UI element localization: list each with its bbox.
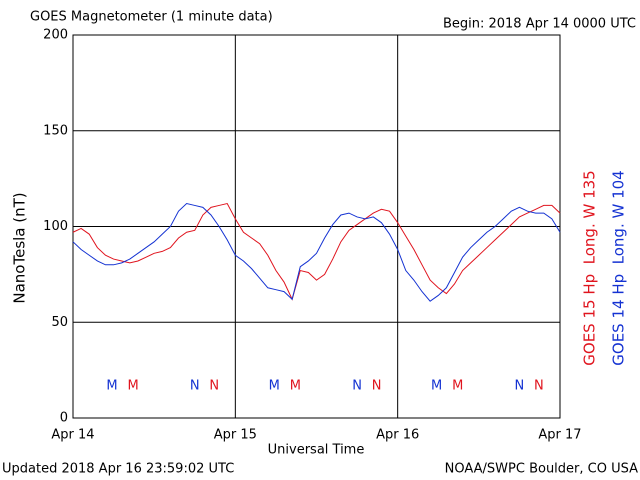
annotation: M bbox=[452, 379, 463, 394]
chart-subtitle: Begin: 2018 Apr 14 0000 UTC bbox=[443, 17, 636, 32]
x-tick-label: Apr 16 bbox=[376, 428, 419, 443]
footer-right: NOAA/SWPC Boulder, CO USA bbox=[445, 462, 638, 477]
annotation: M bbox=[290, 379, 301, 394]
data-line bbox=[72, 202, 561, 302]
annotation: N bbox=[534, 379, 544, 394]
y-axis-label: NanoTesla (nT) bbox=[11, 192, 29, 303]
y-tick-label: 0 bbox=[60, 411, 68, 426]
chart-title: GOES Magnetometer (1 minute data) bbox=[30, 10, 273, 25]
annotation: M bbox=[127, 379, 138, 394]
x-tick-label: Apr 14 bbox=[51, 428, 94, 443]
annotation: N bbox=[352, 379, 362, 394]
annotation: N bbox=[190, 379, 200, 394]
x-tick-label: Apr 15 bbox=[214, 428, 257, 443]
legend-entry: GOES 14 Hp Long. W 104 bbox=[610, 170, 628, 365]
y-tick-label: 150 bbox=[43, 123, 68, 138]
footer-left: Updated 2018 Apr 16 23:59:02 UTC bbox=[2, 462, 234, 477]
annotation: N bbox=[515, 379, 525, 394]
annotation: M bbox=[269, 379, 280, 394]
annotation: M bbox=[431, 379, 442, 394]
y-tick-label: 200 bbox=[43, 28, 68, 43]
data-line bbox=[72, 202, 561, 301]
annotation: M bbox=[106, 379, 117, 394]
y-tick-label: 100 bbox=[43, 219, 68, 234]
annotation: N bbox=[209, 379, 219, 394]
x-tick-label: Apr 17 bbox=[538, 428, 581, 443]
legend-entry: GOES 15 Hp Long. W 135 bbox=[581, 170, 599, 365]
x-axis-label: Universal Time bbox=[268, 443, 365, 458]
y-tick-label: 50 bbox=[51, 315, 68, 330]
annotation: N bbox=[372, 379, 382, 394]
